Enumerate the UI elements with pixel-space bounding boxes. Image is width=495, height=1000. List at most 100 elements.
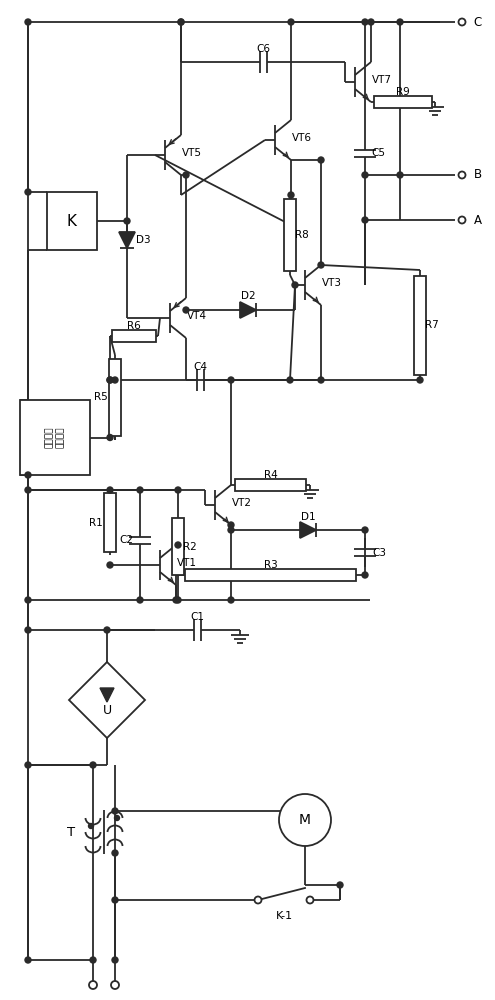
Text: 电流缓冲
保护电路: 电流缓冲 保护电路 xyxy=(46,427,65,448)
Text: R2: R2 xyxy=(183,542,197,552)
Circle shape xyxy=(318,377,324,383)
Circle shape xyxy=(107,487,113,493)
Circle shape xyxy=(397,19,403,25)
Text: A: A xyxy=(474,214,482,227)
Circle shape xyxy=(362,527,368,533)
Bar xyxy=(172,518,184,575)
Circle shape xyxy=(288,19,294,25)
Polygon shape xyxy=(240,302,256,318)
Polygon shape xyxy=(100,688,114,702)
Bar xyxy=(186,569,355,581)
Text: D2: D2 xyxy=(241,291,255,301)
Circle shape xyxy=(25,19,31,25)
Circle shape xyxy=(183,307,189,313)
Circle shape xyxy=(362,172,368,178)
Bar xyxy=(112,330,155,342)
Polygon shape xyxy=(69,662,145,738)
Polygon shape xyxy=(300,522,316,538)
Circle shape xyxy=(175,487,181,493)
Circle shape xyxy=(362,217,368,223)
Circle shape xyxy=(112,808,118,814)
Text: K: K xyxy=(67,214,77,229)
Text: R6: R6 xyxy=(127,321,141,331)
Text: C1: C1 xyxy=(191,612,204,622)
Circle shape xyxy=(228,522,234,528)
Circle shape xyxy=(89,981,97,989)
Circle shape xyxy=(458,217,465,224)
Text: VT3: VT3 xyxy=(322,278,342,288)
Text: D1: D1 xyxy=(300,512,315,522)
Circle shape xyxy=(417,377,423,383)
Polygon shape xyxy=(119,232,135,248)
Text: VT4: VT4 xyxy=(187,311,207,321)
Bar xyxy=(284,199,296,271)
Circle shape xyxy=(228,597,234,603)
Circle shape xyxy=(107,377,113,383)
Text: R3: R3 xyxy=(264,560,277,570)
Text: VT6: VT6 xyxy=(292,133,312,143)
Bar xyxy=(374,96,432,108)
Circle shape xyxy=(111,981,119,989)
Circle shape xyxy=(173,597,179,603)
Bar xyxy=(104,493,116,552)
Text: C6: C6 xyxy=(256,44,270,54)
Circle shape xyxy=(124,218,130,224)
Circle shape xyxy=(137,487,143,493)
Circle shape xyxy=(114,816,119,820)
Circle shape xyxy=(25,472,31,478)
Text: R9: R9 xyxy=(396,87,410,97)
Bar xyxy=(414,275,426,374)
Circle shape xyxy=(104,627,110,633)
Circle shape xyxy=(25,189,31,195)
Circle shape xyxy=(254,896,261,904)
Circle shape xyxy=(25,762,31,768)
Circle shape xyxy=(25,487,31,493)
Circle shape xyxy=(112,957,118,963)
Text: VT1: VT1 xyxy=(177,558,197,568)
Bar xyxy=(109,359,121,436)
Text: C: C xyxy=(474,15,482,28)
Text: R7: R7 xyxy=(425,320,439,330)
Circle shape xyxy=(279,794,331,846)
Circle shape xyxy=(458,18,465,25)
Circle shape xyxy=(112,377,118,383)
Circle shape xyxy=(25,597,31,603)
Circle shape xyxy=(318,157,324,163)
Text: R1: R1 xyxy=(89,518,103,528)
Circle shape xyxy=(90,957,96,963)
Circle shape xyxy=(228,377,234,383)
Circle shape xyxy=(288,192,294,198)
Circle shape xyxy=(112,897,118,903)
Circle shape xyxy=(137,597,143,603)
Circle shape xyxy=(337,882,343,888)
Circle shape xyxy=(107,377,113,383)
Circle shape xyxy=(292,282,298,288)
Circle shape xyxy=(306,896,313,904)
Text: M: M xyxy=(299,813,311,827)
Text: K-1: K-1 xyxy=(275,911,293,921)
Circle shape xyxy=(362,19,368,25)
Circle shape xyxy=(368,19,374,25)
Text: VT7: VT7 xyxy=(372,75,392,85)
Bar xyxy=(20,400,90,475)
Text: C5: C5 xyxy=(371,148,385,158)
Text: C2: C2 xyxy=(119,535,133,545)
Circle shape xyxy=(397,172,403,178)
Circle shape xyxy=(175,542,181,548)
Text: D3: D3 xyxy=(136,235,150,245)
Text: R8: R8 xyxy=(295,230,309,240)
Circle shape xyxy=(175,597,181,603)
Circle shape xyxy=(90,762,96,768)
Text: VT5: VT5 xyxy=(182,148,202,158)
Circle shape xyxy=(228,527,234,533)
Bar xyxy=(47,192,97,250)
Circle shape xyxy=(287,377,293,383)
Circle shape xyxy=(178,19,184,25)
Text: U: U xyxy=(102,704,111,716)
Text: R5: R5 xyxy=(94,392,108,402)
Bar xyxy=(235,479,306,491)
Circle shape xyxy=(89,824,94,828)
Text: T: T xyxy=(67,826,75,838)
Text: B: B xyxy=(474,168,482,182)
Text: VT2: VT2 xyxy=(232,498,252,508)
